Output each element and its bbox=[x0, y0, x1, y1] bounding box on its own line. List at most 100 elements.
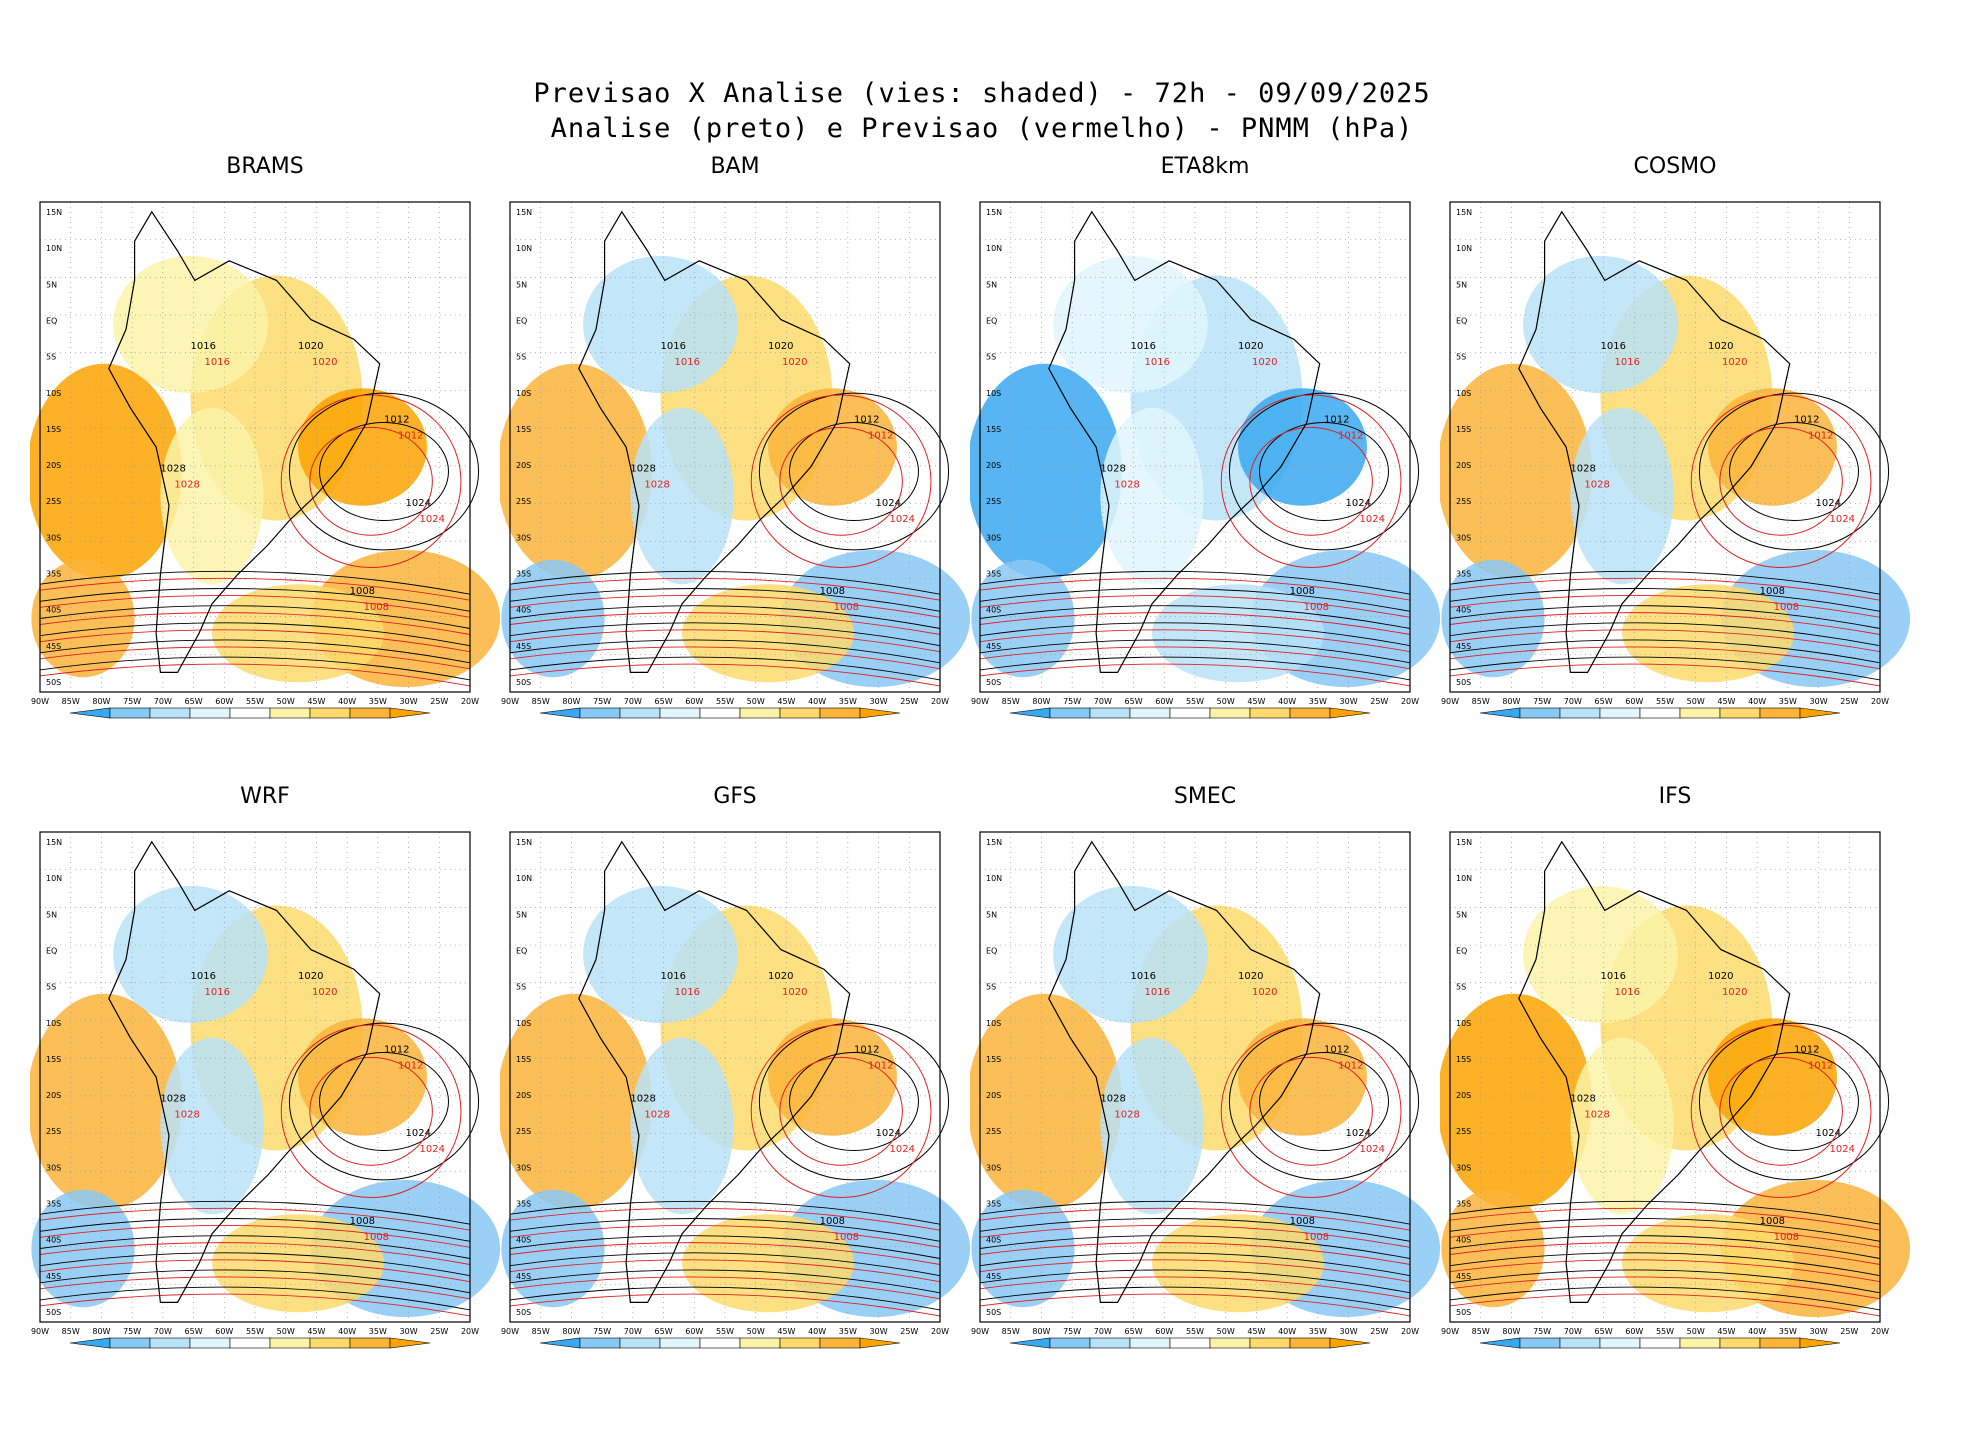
forecast-contour bbox=[509, 1225, 941, 1248]
forecast-contour bbox=[280, 1024, 462, 1199]
analysis-contour-label: 1024 bbox=[876, 1128, 901, 1139]
analysis-contour-label: 1016 bbox=[661, 971, 686, 982]
lat-tick-label: EQ bbox=[986, 316, 997, 325]
colorbar: -4-3-2-11234 bbox=[1479, 1337, 1841, 1349]
forecast-contour-label: 1020 bbox=[312, 987, 337, 998]
lat-tick-label: 5S bbox=[46, 983, 56, 992]
lat-tick-label: 15S bbox=[46, 425, 61, 434]
lat-tick-label: 5N bbox=[1456, 280, 1467, 289]
analysis-contour-label: 1008 bbox=[350, 586, 375, 597]
map-panel: IFS 1012 1012 1016 1016 1020 1020 1024 1024 1028 1… bbox=[1440, 780, 1910, 1380]
forecast-contour bbox=[509, 1293, 941, 1317]
analysis-contour-label: 1028 bbox=[160, 1094, 185, 1105]
analysis-contour bbox=[1729, 422, 1859, 521]
analysis-contour-label: 1008 bbox=[1760, 586, 1785, 597]
forecast-contour-label: 1016 bbox=[675, 357, 700, 368]
analysis-contour bbox=[1228, 392, 1420, 551]
analysis-contour bbox=[509, 1200, 941, 1225]
lat-tick-label: 10N bbox=[986, 244, 1002, 253]
lat-tick-label: 5N bbox=[46, 280, 57, 289]
lon-tick-label: 20W bbox=[461, 1327, 479, 1336]
lon-tick-label: 60W bbox=[1155, 1327, 1173, 1336]
analysis-contour bbox=[39, 570, 471, 595]
analysis-contour-label: 1020 bbox=[1708, 971, 1733, 982]
lat-tick-label: 10S bbox=[516, 1019, 531, 1028]
analysis-contour-label: 1012 bbox=[1794, 1045, 1819, 1056]
analysis-contour-label: 1020 bbox=[768, 971, 793, 982]
lon-tick-label: 90W bbox=[971, 1327, 989, 1336]
lon-tick-label: 55W bbox=[1186, 1327, 1204, 1336]
analysis-contour-label: 1016 bbox=[191, 341, 216, 352]
analysis-contour-label: 1020 bbox=[1708, 341, 1733, 352]
bias-shading bbox=[160, 1037, 264, 1215]
lon-tick-label: 85W bbox=[1002, 697, 1020, 706]
lat-tick-label: 45S bbox=[986, 1272, 1001, 1281]
forecast-contour-label: 1012 bbox=[868, 1061, 893, 1072]
analysis-contour bbox=[509, 1235, 941, 1259]
lon-tick-label: 75W bbox=[1533, 1327, 1551, 1336]
forecast-contour-label: 1016 bbox=[1145, 357, 1170, 368]
lat-tick-label: 25S bbox=[516, 497, 531, 506]
lon-tick-label: 30W bbox=[1810, 1327, 1828, 1336]
map-panel: ETA8km 1012 1012 1016 1016 1020 1020 1024 1024 10… bbox=[970, 150, 1440, 750]
lat-tick-label: 15N bbox=[516, 208, 532, 217]
colorbar: -4-3-2-11234 bbox=[539, 1337, 901, 1349]
analysis-contour bbox=[509, 656, 941, 681]
lon-tick-label: 60W bbox=[1625, 1327, 1643, 1336]
lat-tick-label: 20S bbox=[516, 1091, 531, 1100]
lon-tick-label: 65W bbox=[655, 697, 673, 706]
forecast-contour bbox=[1719, 426, 1843, 536]
analysis-contour bbox=[39, 622, 471, 647]
lon-tick-label: 30W bbox=[1340, 697, 1358, 706]
lat-tick-label: 5N bbox=[516, 910, 527, 919]
lon-tick-label: 45W bbox=[307, 1327, 325, 1336]
forecast-contour-label: 1016 bbox=[205, 987, 230, 998]
lon-tick-label: 85W bbox=[1472, 697, 1490, 706]
analysis-contour bbox=[979, 656, 1411, 681]
forecast-contour bbox=[509, 1276, 941, 1300]
forecast-contour bbox=[979, 612, 1411, 635]
lat-tick-label: 50S bbox=[516, 678, 531, 687]
analysis-contour bbox=[1449, 1286, 1881, 1311]
forecast-contour bbox=[979, 1242, 1411, 1265]
analysis-contour bbox=[789, 1052, 919, 1151]
lat-tick-label: EQ bbox=[46, 946, 57, 955]
lat-tick-label: 45S bbox=[1456, 1272, 1471, 1281]
bias-shading bbox=[682, 584, 854, 683]
forecast-contour-label: 1016 bbox=[675, 987, 700, 998]
coastline bbox=[108, 210, 381, 673]
lon-tick-label: 25W bbox=[430, 697, 448, 706]
forecast-contour-label: 1028 bbox=[1114, 480, 1139, 491]
forecast-contour bbox=[979, 577, 1411, 601]
forecast-contour bbox=[979, 663, 1411, 687]
lat-tick-label: EQ bbox=[516, 946, 527, 955]
bias-shading bbox=[583, 885, 738, 1024]
forecast-contour bbox=[979, 1293, 1411, 1317]
forecast-contour bbox=[39, 1207, 471, 1231]
lat-tick-label: EQ bbox=[46, 316, 57, 325]
lat-tick-label: 15S bbox=[46, 1055, 61, 1064]
lon-tick-label: 55W bbox=[1656, 1327, 1674, 1336]
lon-tick-label: 20W bbox=[931, 697, 949, 706]
figure-title: Previsao X Analise (vies: shaded) - 72h … bbox=[533, 78, 1431, 109]
lon-tick-label: 25W bbox=[1840, 1327, 1858, 1336]
forecast-contour-label: 1008 bbox=[834, 602, 859, 613]
colorbar: -4-3-2-11234 bbox=[1009, 707, 1371, 719]
lat-tick-label: 35S bbox=[516, 570, 531, 579]
forecast-contour bbox=[39, 577, 471, 601]
forecast-contour bbox=[979, 646, 1411, 670]
lon-tick-label: 55W bbox=[1186, 697, 1204, 706]
lon-tick-label: 40W bbox=[1748, 1327, 1766, 1336]
analysis-contour-label: 1016 bbox=[1131, 341, 1156, 352]
lon-tick-label: 80W bbox=[1032, 1327, 1050, 1336]
bias-shading bbox=[113, 885, 268, 1024]
analysis-contour bbox=[509, 639, 941, 664]
lon-tick-label: 80W bbox=[92, 1327, 110, 1336]
analysis-contour bbox=[1259, 1052, 1389, 1151]
lon-tick-label: 65W bbox=[655, 1327, 673, 1336]
lon-tick-label: 85W bbox=[532, 1327, 550, 1336]
bias-shading bbox=[1053, 255, 1208, 394]
lat-tick-label: 20S bbox=[46, 461, 61, 470]
analysis-contour bbox=[979, 1235, 1411, 1259]
analysis-contour-label: 1028 bbox=[630, 1094, 655, 1105]
